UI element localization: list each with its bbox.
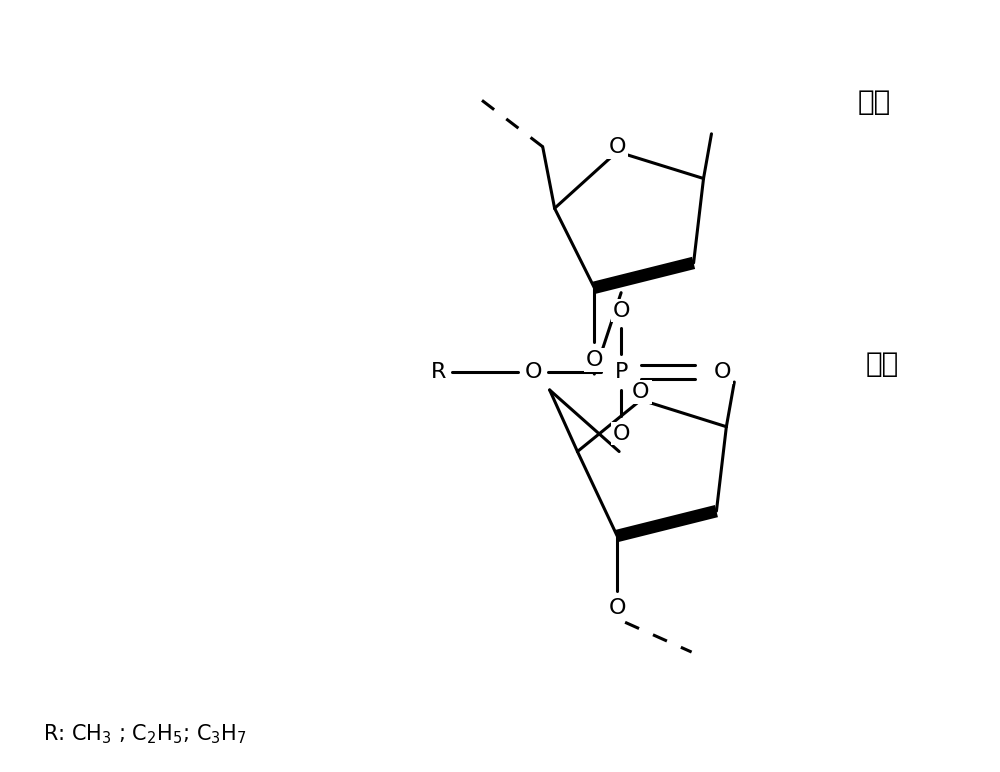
Text: O: O xyxy=(586,350,603,371)
Text: O: O xyxy=(608,598,626,618)
Text: O: O xyxy=(632,382,650,402)
Text: R: CH$_3$ ; C$_2$H$_5$; C$_3$H$_7$: R: CH$_3$ ; C$_2$H$_5$; C$_3$H$_7$ xyxy=(43,723,247,747)
Text: 碱基: 碱基 xyxy=(865,350,899,378)
Text: O: O xyxy=(608,137,626,157)
Text: O: O xyxy=(612,300,630,320)
Text: O: O xyxy=(612,424,630,444)
Text: O: O xyxy=(714,362,731,382)
Text: O: O xyxy=(525,362,543,382)
Text: P: P xyxy=(614,362,628,382)
Text: 碱基: 碱基 xyxy=(857,88,891,116)
Text: R: R xyxy=(431,362,446,382)
